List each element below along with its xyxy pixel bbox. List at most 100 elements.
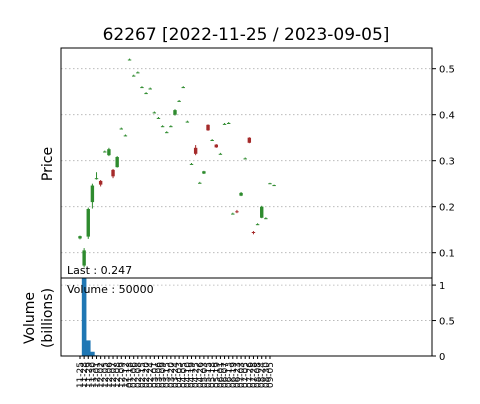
candle <box>239 191 243 197</box>
candle-body <box>239 192 243 196</box>
volume-axis-label: Volume <box>22 292 38 344</box>
candle-body <box>103 151 107 153</box>
candle <box>156 117 161 119</box>
candle-body <box>82 250 86 266</box>
candle <box>198 181 202 184</box>
candle <box>222 122 227 125</box>
x-tick-label: 12-12 <box>121 362 131 388</box>
x-tick-label: 03-15 <box>163 362 173 388</box>
candle <box>131 74 136 77</box>
candle <box>206 124 210 131</box>
x-tick-label: 02-08 <box>134 362 144 388</box>
candle <box>119 127 123 130</box>
candle-body <box>189 163 194 165</box>
candle <box>148 87 152 90</box>
candle-body <box>127 59 132 61</box>
candle <box>136 71 140 74</box>
candle <box>115 156 119 168</box>
x-tick-label: 12-05 <box>101 362 111 388</box>
candle <box>94 172 99 180</box>
candle-body <box>111 169 115 177</box>
x-tick-label: 03-06 <box>154 362 164 388</box>
candle-body <box>214 144 218 148</box>
candle-body <box>255 224 260 226</box>
x-tick-label: 07-03 <box>237 362 247 388</box>
x-tick-label: 12-01 <box>93 362 103 388</box>
candle-body <box>222 123 227 125</box>
candle <box>260 205 264 219</box>
price-tick-label: 0.3 <box>439 157 455 168</box>
candle <box>202 170 206 175</box>
candle <box>144 92 148 95</box>
x-tick-label: 02-06 <box>130 362 140 388</box>
price-axis-label: Price <box>40 147 56 181</box>
candle-body <box>94 178 99 180</box>
candle <box>82 248 86 268</box>
price-tick-label: 0.1 <box>439 249 455 260</box>
candle-body <box>235 211 239 213</box>
volume-axis-label-unit: (billions) <box>40 288 56 348</box>
x-ticks: 11-2511-2811-2911-3012-0112-0212-0512-06… <box>76 356 276 388</box>
candle-body <box>177 100 181 102</box>
x-tick-label: 07-05 <box>241 362 251 388</box>
candle-body <box>152 112 157 114</box>
candle-body <box>90 185 95 203</box>
candle-body <box>140 87 144 89</box>
x-tick-label: 12-08 <box>113 362 123 388</box>
x-tick-label: 11-30 <box>88 362 98 388</box>
candle <box>226 122 231 124</box>
candle <box>123 134 128 137</box>
candle-body <box>173 110 177 115</box>
volume-bar <box>85 340 91 356</box>
candle-body <box>165 132 169 134</box>
candle <box>218 152 223 155</box>
volume-grid <box>61 284 432 321</box>
candle-body <box>169 126 173 128</box>
candle <box>193 145 198 156</box>
candle-body <box>210 140 214 141</box>
candle-body <box>119 128 123 130</box>
x-tick-label: 12-07 <box>109 362 119 388</box>
candle <box>90 183 95 209</box>
candle <box>107 147 111 157</box>
candle <box>169 125 173 128</box>
x-tick-label: 08-30 <box>262 362 272 388</box>
candle <box>103 150 107 153</box>
x-tick-label: 06-23 <box>233 362 243 388</box>
x-tick-label: 08-08 <box>254 362 264 388</box>
volume-bar <box>81 278 87 356</box>
x-tick-label: 08-24 <box>258 362 268 388</box>
candle <box>235 209 239 214</box>
x-tick-label: 06-07 <box>221 362 231 388</box>
x-tick-label: 05-03 <box>200 362 210 388</box>
x-tick-label: 07-26 <box>245 362 255 388</box>
candle-body <box>218 153 223 155</box>
x-tick-label: 06-13 <box>225 362 235 388</box>
candle-body <box>78 236 82 239</box>
candle-body <box>107 149 111 156</box>
candle-body <box>260 206 264 218</box>
candle-body <box>185 121 190 123</box>
volume-annotation: Volume : 50000 <box>67 283 154 296</box>
candle-body <box>160 126 165 128</box>
volume-bar <box>90 351 95 356</box>
candle-body <box>115 157 119 168</box>
volume-tick-label: 1 <box>439 281 445 292</box>
last-price-annotation: Last : 0.247 <box>67 264 132 277</box>
candle <box>177 99 181 102</box>
candle-body <box>123 135 128 137</box>
price-tick-label: 0.5 <box>439 65 455 76</box>
volume-tick-label: 0 <box>439 352 445 363</box>
x-tick-label: 05-19 <box>212 362 222 388</box>
candle <box>210 139 214 141</box>
candle <box>181 86 185 89</box>
price-y-ticks: 0.1 0.2 0.3 0.4 0.5 <box>432 65 455 260</box>
candle <box>243 157 247 160</box>
x-tick-label: 06-01 <box>216 362 226 388</box>
candle <box>160 125 165 128</box>
x-tick-label: 06-19 <box>229 362 239 388</box>
candle <box>214 144 218 148</box>
x-tick-label: 03-01 <box>150 362 160 388</box>
candle <box>231 212 235 215</box>
